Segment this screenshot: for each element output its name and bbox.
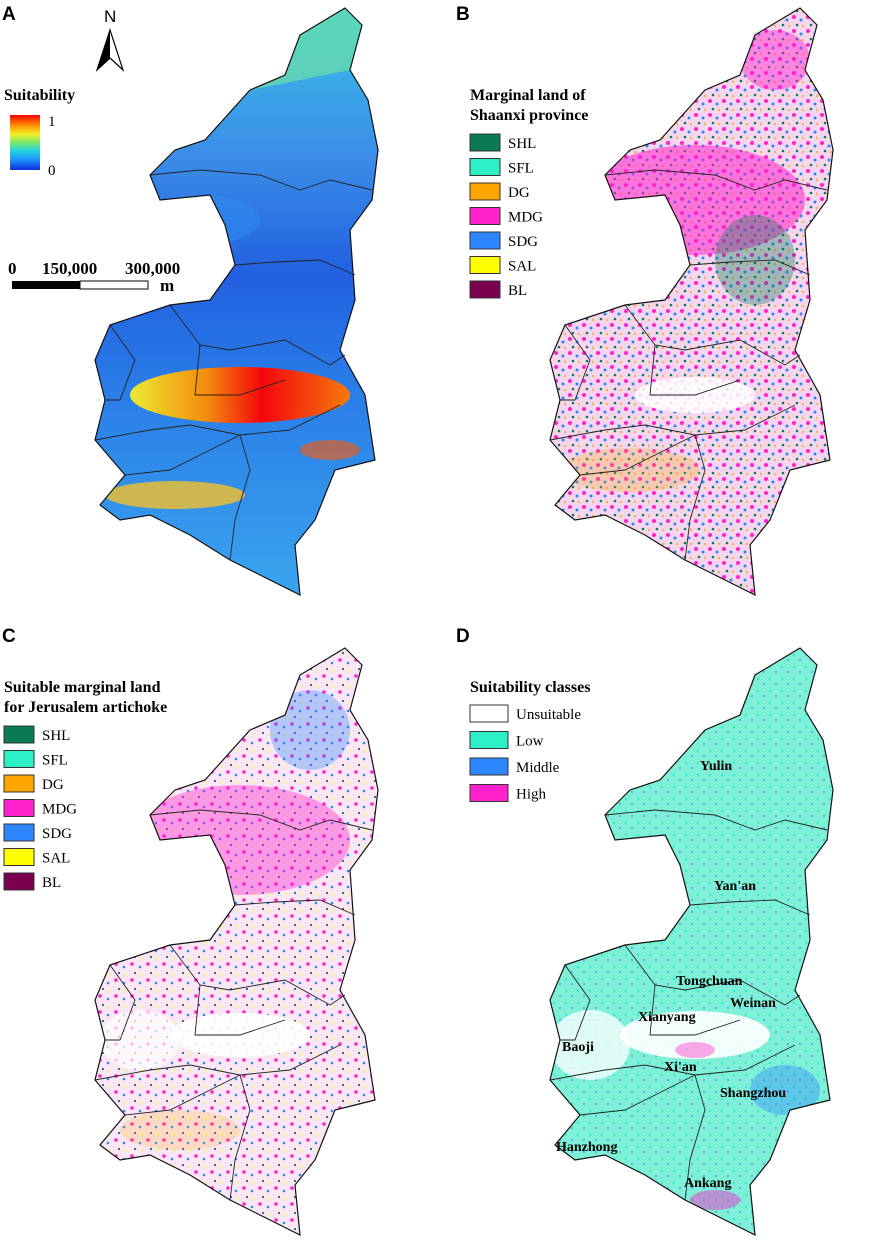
panel-a: A N Suitability 1 0 0 150 bbox=[2, 4, 379, 596]
city-label-xianyang: Xianyang bbox=[638, 1010, 696, 1025]
legend-b-swatch-bl bbox=[469, 280, 501, 299]
legend-b-label-mdg: MDG bbox=[508, 210, 543, 226]
city-label-weinan: Weinan bbox=[730, 996, 776, 1011]
legend-d-label-unsuitable: Unsuitable bbox=[516, 707, 581, 723]
legend-b-label-dg: DG bbox=[508, 185, 530, 201]
city-label-tongchuan: Tongchuan bbox=[676, 974, 743, 989]
legend-b-label-sal: SAL bbox=[508, 259, 536, 275]
north-arrow-icon: N bbox=[95, 7, 125, 72]
scale-tick-150000: 150,000 bbox=[42, 259, 97, 278]
legend-c-title-line1: Suitable marginal land bbox=[4, 679, 161, 696]
panel-b: B Marginal land of Shaanxi province SHLS… bbox=[456, 4, 834, 596]
legend-b-swatch-shl bbox=[469, 133, 501, 152]
legend-b-swatch-mdg bbox=[469, 207, 501, 225]
scale-unit: m bbox=[160, 276, 174, 295]
legend-c-label-sdg: SDG bbox=[42, 826, 72, 842]
scale-tick-0: 0 bbox=[8, 259, 17, 278]
panel-d: D Suitability classes Unsuitable Low Middl… bbox=[456, 626, 834, 1236]
legend-c-label-dg: DG bbox=[42, 777, 64, 793]
city-label-shangzhou: Shangzhou bbox=[720, 1086, 786, 1101]
legend-b-label-bl: BL bbox=[508, 283, 527, 299]
legend-c-label-bl: BL bbox=[42, 875, 61, 891]
city-label-baoji: Baoji bbox=[562, 1040, 594, 1055]
legend-d-swatch-high bbox=[469, 784, 509, 802]
panel-a-label: A bbox=[2, 4, 16, 25]
panel-b-label: B bbox=[456, 4, 470, 25]
legend-d-label-middle: Middle bbox=[516, 760, 560, 776]
panel-d-label: D bbox=[456, 626, 470, 647]
city-label-yulin: Yulin bbox=[700, 759, 732, 774]
panel-c: C Suitable marginal land for Jerusalem a… bbox=[2, 626, 379, 1236]
city-labels: Yulin Yan'an Tongchuan Weinan Xianyang B… bbox=[556, 759, 786, 1191]
legend-b-swatch-sfl bbox=[469, 158, 501, 176]
legend-b: SHL SFL DG MDG SDG SAL BL bbox=[469, 133, 543, 299]
city-label-hanzhong: Hanzhong bbox=[556, 1140, 617, 1155]
legend-c-label-sfl: SFL bbox=[42, 753, 68, 769]
legend-c-swatch-sfl bbox=[3, 750, 35, 768]
legend-d-label-high: High bbox=[516, 787, 547, 803]
panel-c-label: C bbox=[2, 626, 16, 647]
legend-c-label-mdg: MDG bbox=[42, 802, 77, 818]
panel-c-map bbox=[94, 647, 379, 1236]
legend-b-swatch-sdg bbox=[469, 231, 501, 250]
legend-d-title: Suitability classes bbox=[470, 679, 590, 696]
legend-c-swatch-shl bbox=[3, 725, 35, 744]
legend-b-swatch-sal bbox=[469, 256, 501, 274]
legend-c-swatch-sdg bbox=[3, 823, 35, 842]
legend-b-label-shl: SHL bbox=[508, 136, 536, 152]
ramp-min-label: 0 bbox=[48, 163, 56, 179]
legend-c-swatch-bl bbox=[3, 872, 35, 891]
legend-c-swatch-mdg bbox=[3, 799, 35, 817]
legend-b-label-sdg: SDG bbox=[508, 234, 538, 250]
legend-b-swatch-dg bbox=[469, 182, 501, 201]
legend-c-title-line2: for Jerusalem artichoke bbox=[4, 699, 167, 716]
scale-bar: 0 150,000 300,000 m bbox=[8, 259, 180, 295]
legend-b-title-line2: Shaanxi province bbox=[470, 107, 588, 124]
legend-d-swatch-low bbox=[469, 731, 509, 749]
ramp-max-label: 1 bbox=[48, 114, 56, 130]
suitability-color-ramp bbox=[10, 115, 40, 170]
panel-a-map bbox=[94, 7, 379, 596]
legend-b-label-sfl: SFL bbox=[508, 161, 534, 177]
panel-d-map bbox=[549, 647, 834, 1236]
city-label-ankang: Ankang bbox=[684, 1176, 731, 1191]
legend-c-label-shl: SHL bbox=[42, 728, 70, 744]
legend-c: SHL SFL DG MDG SDG SAL BL bbox=[3, 725, 77, 891]
legend-d-label-low: Low bbox=[516, 734, 544, 750]
legend-d-swatch-middle bbox=[469, 757, 509, 776]
suitability-legend-title: Suitability bbox=[4, 87, 75, 104]
legend-d-swatch-unsuitable bbox=[469, 704, 509, 723]
legend-c-swatch-dg bbox=[3, 774, 35, 793]
north-label: N bbox=[104, 7, 116, 26]
legend-c-swatch-sal bbox=[3, 848, 35, 866]
city-label-xian: Xi'an bbox=[664, 1060, 697, 1075]
legend-b-title-line1: Marginal land of bbox=[470, 87, 586, 104]
scale-tick-300000: 300,000 bbox=[125, 259, 180, 278]
legend-c-label-sal: SAL bbox=[42, 851, 70, 867]
city-label-yanan: Yan'an bbox=[714, 879, 756, 894]
legend-d: Unsuitable Low Middle High bbox=[469, 704, 581, 803]
